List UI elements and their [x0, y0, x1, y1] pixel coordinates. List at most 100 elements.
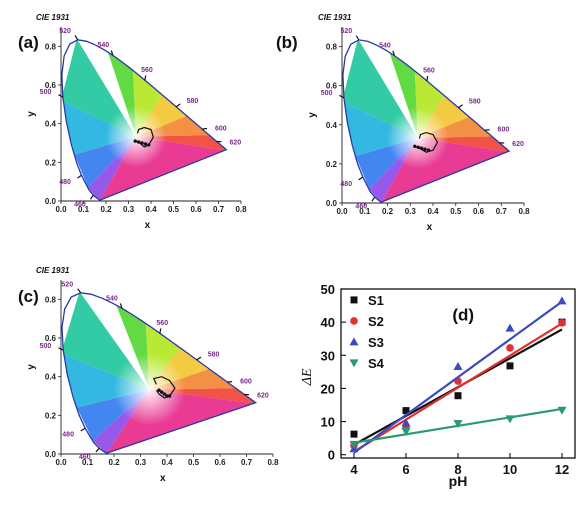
wavelength-label: 560 [141, 67, 153, 74]
chromaticity-point [167, 394, 172, 398]
white-point-glow [386, 106, 449, 169]
wavelength-tick [89, 194, 94, 200]
chromaticity-point [165, 394, 169, 398]
data-point-s4 [453, 420, 463, 429]
chromaticity-point [416, 145, 420, 149]
wavelength-label: 480 [59, 179, 71, 186]
x-tick-label: 0.4 [145, 205, 157, 214]
y-tick-label: 0 [328, 448, 335, 463]
x-tick-label: 0.2 [382, 207, 394, 216]
y-tick-label: 0.0 [45, 197, 57, 206]
y-tick-label: 20 [321, 381, 335, 396]
x-tick-label: 0.8 [267, 458, 279, 467]
y-axis-label: ΔE [300, 368, 315, 386]
wavelength-label: 620 [512, 141, 524, 148]
cie-title: CIE 1931 [36, 266, 70, 275]
panel-label: (c) [18, 287, 39, 306]
wavelength-tick [392, 50, 395, 56]
x-tick-label: 0.0 [55, 458, 67, 467]
fit-line-s2 [353, 322, 563, 453]
y-tick-label: 0.0 [45, 450, 57, 459]
y-tick-label: 0.4 [45, 373, 57, 382]
chromaticity-point [136, 140, 141, 144]
data-point-s4 [557, 406, 567, 415]
chromaticity-point [426, 148, 431, 152]
chromaticity-point [157, 388, 161, 392]
gamut-wedge [342, 39, 418, 138]
x-tick-label: 0.2 [100, 205, 112, 214]
x-axis-label: x [427, 222, 433, 233]
y-tick-label: 0.8 [326, 43, 338, 52]
x-tick-label: 0.7 [213, 205, 225, 214]
data-point-s1 [350, 430, 358, 438]
data-point-s2 [558, 319, 566, 327]
wavelength-label: 520 [61, 281, 73, 288]
wavelength-tick [74, 35, 79, 41]
gamut-fill [342, 39, 510, 203]
x-tick-label: 0.4 [427, 207, 439, 216]
wavelength-tick [95, 447, 100, 453]
x-tick-label: 0.1 [359, 207, 371, 216]
legend-label-s3: S3 [368, 335, 384, 350]
x-tick-label: 0.5 [168, 205, 180, 214]
x-tick-label: 0.7 [241, 458, 253, 467]
wavelength-label: 460 [74, 202, 86, 209]
wavelength-label: 600 [498, 127, 510, 134]
gamut-wedge [114, 299, 150, 390]
data-point-s4 [505, 415, 515, 424]
wavelength-tick [196, 356, 202, 361]
data-point-s4 [401, 427, 411, 436]
chromaticity-point [133, 139, 137, 143]
cie-title: CIE 1931 [318, 13, 352, 22]
cie-panel-b: (b) CIE 1931 0.0 0.1 0.2 0.3 0.4 0.5 0.6 0.7 0.8 0.… [276, 13, 530, 233]
wavelength-tick [202, 127, 208, 130]
wavelength-label: 500 [40, 89, 52, 96]
legend-marker-s2 [350, 317, 358, 325]
x-tick-label: 0.0 [55, 205, 67, 214]
x-tick-label: 10 [503, 462, 517, 477]
wavelength-tick [358, 176, 364, 181]
wavelength-tick [110, 50, 114, 56]
x-tick-label: 0.5 [188, 458, 200, 467]
y-tick-label: 30 [321, 348, 335, 363]
data-point-s3 [453, 362, 463, 371]
wavelength-label: 560 [156, 320, 168, 327]
data-point-s4 [349, 440, 359, 449]
wavelength-label: 540 [106, 295, 118, 302]
x-tick-label: 0.8 [235, 205, 247, 214]
chromaticity-point [160, 390, 164, 394]
wavelength-tick [58, 94, 64, 98]
wavelength-label: 540 [98, 42, 110, 49]
data-point-s1 [402, 407, 410, 415]
wavelength-label: 560 [423, 68, 435, 75]
data-point-s3 [557, 296, 567, 305]
wavelength-tick [77, 288, 82, 294]
legend-label-s1: S1 [368, 293, 384, 308]
fit-line-s3 [353, 300, 563, 454]
x-tick-label: 0.1 [82, 458, 94, 467]
x-tick-label: 0.5 [450, 207, 462, 216]
data-point-s1 [506, 362, 514, 370]
y-axis-label: y [26, 364, 37, 370]
wavelength-label: 480 [340, 181, 352, 188]
x-tick-label: 6 [402, 462, 409, 477]
color-trajectory [152, 376, 176, 399]
wavelength-label: 600 [215, 125, 227, 132]
chromaticity-point [147, 143, 151, 147]
x-tick-label: 0.7 [496, 207, 508, 216]
x-tick-label: 0.3 [405, 207, 417, 216]
wavelength-label: 460 [355, 204, 367, 211]
wavelength-label: 500 [40, 343, 52, 350]
wavelength-label: 580 [187, 98, 199, 105]
wavelength-tick [355, 35, 360, 41]
legend-marker-s3 [349, 337, 359, 346]
delta-e-panel-d: 4 6 8 10 12 0 10 20 30 40 50 pH ΔE (d) S1 S2 S3 S4 [300, 282, 576, 489]
legend-label-s4: S4 [368, 356, 385, 371]
y-tick-label: 0.8 [45, 295, 57, 304]
y-axis-label: y [26, 111, 37, 117]
wavelength-tick [371, 196, 376, 202]
wavelength-label: 460 [79, 454, 91, 461]
wavelength-tick [144, 75, 147, 81]
legend-marker-s1 [350, 296, 358, 304]
gamut-wedge [387, 46, 418, 138]
